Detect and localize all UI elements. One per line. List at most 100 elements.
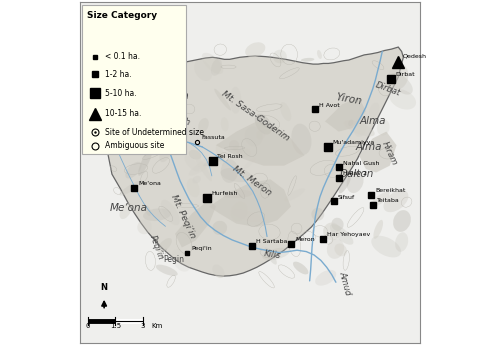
Ellipse shape [245,42,266,57]
Ellipse shape [377,119,390,136]
Text: Teitaba: Teitaba [377,198,400,203]
Ellipse shape [390,89,416,110]
Text: Qedesh: Qedesh [402,53,426,59]
Text: 10-15 ha.: 10-15 ha. [106,109,142,118]
Ellipse shape [317,50,322,59]
Text: 1-2 ha.: 1-2 ha. [106,70,132,79]
Ellipse shape [112,53,132,78]
Ellipse shape [194,154,212,181]
Text: Mt. Sasa-Goderim: Mt. Sasa-Goderim [220,89,290,143]
Polygon shape [80,2,420,343]
Polygon shape [175,200,216,247]
Ellipse shape [145,206,151,216]
Text: Peqi’in: Peqi’in [148,234,165,261]
Text: Halav 2: Halav 2 [344,171,367,176]
Polygon shape [325,98,366,131]
Text: Nahal Gush: Nahal Gush [343,161,379,166]
Ellipse shape [330,224,353,245]
Text: Size Category: Size Category [88,11,158,20]
Ellipse shape [188,156,217,176]
Text: Yiron: Yiron [335,92,362,107]
Ellipse shape [301,58,314,62]
Ellipse shape [120,180,143,196]
Ellipse shape [212,221,227,235]
Text: Alma: Alma [360,116,386,126]
Ellipse shape [184,156,200,171]
Ellipse shape [232,210,263,222]
Ellipse shape [192,176,201,184]
Text: Fassuta: Fassuta [202,135,225,140]
Text: Hiram: Hiram [380,140,399,167]
Text: Tel Rosh: Tel Rosh [216,154,242,159]
Ellipse shape [154,41,171,58]
Text: Mt. Meron: Mt. Meron [230,164,273,198]
Ellipse shape [348,119,354,126]
Ellipse shape [138,219,152,234]
Text: Dirbat: Dirbat [396,72,415,77]
Ellipse shape [284,188,305,201]
Ellipse shape [172,249,190,272]
Ellipse shape [344,120,374,136]
Ellipse shape [280,102,291,121]
Text: Iqrit: Iqrit [160,92,173,97]
Polygon shape [105,47,404,276]
Ellipse shape [187,178,200,197]
Ellipse shape [234,145,242,154]
Ellipse shape [384,190,408,212]
Text: Me'ona: Me'ona [138,181,161,186]
Text: Fassuta: Fassuta [132,141,173,153]
Text: 0: 0 [86,323,90,329]
Ellipse shape [222,190,253,198]
Ellipse shape [221,117,228,131]
Text: Shomera: Shomera [143,91,190,101]
Ellipse shape [216,144,224,166]
Ellipse shape [198,118,209,132]
Ellipse shape [255,114,272,135]
Ellipse shape [212,265,224,278]
Ellipse shape [327,239,344,259]
Text: Har Yehoyaev: Har Yehoyaev [328,232,370,237]
Ellipse shape [214,89,231,110]
Ellipse shape [203,155,226,166]
Text: H Avot: H Avot [319,103,340,108]
Ellipse shape [230,202,248,221]
Ellipse shape [158,79,170,95]
Ellipse shape [332,218,344,231]
Ellipse shape [292,124,312,155]
Ellipse shape [126,162,142,178]
Text: Kilis: Kilis [263,249,281,260]
Polygon shape [209,179,291,227]
Ellipse shape [158,238,172,253]
Ellipse shape [202,53,223,74]
Text: Sifsuf: Sifsuf [338,195,355,200]
Text: Dalton: Dalton [340,169,374,179]
Text: < 0.1 ha.: < 0.1 ha. [106,52,140,61]
Ellipse shape [244,126,263,147]
FancyBboxPatch shape [82,6,186,154]
Ellipse shape [354,118,367,137]
Ellipse shape [143,208,171,221]
Text: Meron: Meron [295,237,314,242]
Ellipse shape [128,115,152,130]
Polygon shape [216,121,304,166]
Text: Pegin: Pegin [163,255,184,264]
Ellipse shape [241,148,250,157]
Text: Alma: Alma [356,142,382,152]
Text: Me’ona: Me’ona [110,203,148,213]
Text: Mu'adamiyya: Mu'adamiyya [332,140,375,145]
Ellipse shape [262,248,290,260]
Ellipse shape [323,223,340,240]
Ellipse shape [370,191,390,207]
Ellipse shape [388,63,408,89]
Ellipse shape [273,50,287,63]
Ellipse shape [256,130,265,140]
Ellipse shape [211,59,222,76]
Text: Mt. Peqi’in: Mt. Peqi’in [170,194,198,240]
Ellipse shape [315,270,336,286]
Ellipse shape [160,141,173,162]
Ellipse shape [334,244,347,256]
Ellipse shape [293,262,308,274]
Text: Site of Undetermined size: Site of Undetermined size [106,128,204,137]
Text: 1.5: 1.5 [110,323,121,329]
Text: Km: Km [151,323,162,329]
